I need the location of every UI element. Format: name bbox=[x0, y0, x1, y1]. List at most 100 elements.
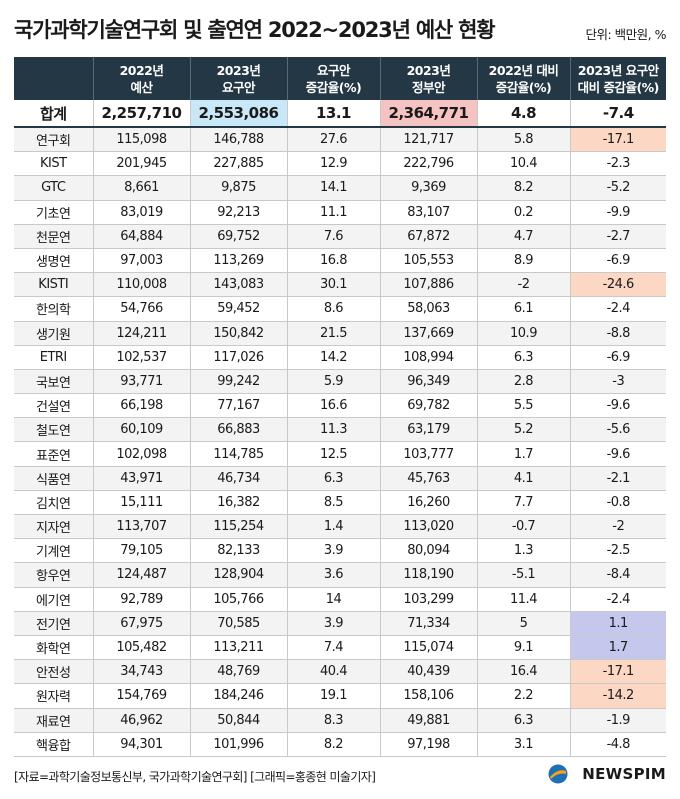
table-cell: 113,211 bbox=[190, 635, 288, 661]
table-cell: 10.9 bbox=[477, 321, 571, 346]
table-cell: 3.9 bbox=[287, 611, 381, 636]
table-row: 생명연 97,003 113,269 16.8 105,553 8.9 -6.9 bbox=[14, 248, 666, 274]
table-cell: 63,179 bbox=[380, 417, 478, 443]
table-cell: 94,301 bbox=[93, 732, 191, 757]
table-cell: 150,842 bbox=[190, 321, 288, 346]
table-cell: 14.2 bbox=[287, 345, 381, 370]
table-cell: 1.4 bbox=[287, 514, 381, 540]
newspim-logo: NEWSPIM bbox=[582, 765, 666, 783]
table-cell: 113,020 bbox=[380, 514, 478, 540]
table-cell: 69,752 bbox=[190, 224, 288, 249]
institute-name: KISTI bbox=[14, 272, 94, 298]
table-cell: 102,537 bbox=[93, 345, 191, 370]
budget-table: 2022년 예산 2023년 요구안 요구안 증감율(%) 2023년 정부안 2022년 대비… bbox=[14, 57, 666, 757]
table-cell: -17.1 bbox=[570, 127, 666, 153]
table-cell: 6.3 bbox=[477, 345, 571, 370]
table-cell: -14.2 bbox=[570, 683, 666, 709]
institute-name: GTC bbox=[14, 175, 94, 201]
table-cell: 9.1 bbox=[477, 635, 571, 661]
table-row: 재료연 46,962 50,844 8.3 49,881 6.3 -1.9 bbox=[14, 708, 666, 733]
table-cell: 8.6 bbox=[287, 296, 381, 322]
table-row: 화학연 105,482 113,211 7.4 115,074 9.1 1.7 bbox=[14, 635, 666, 661]
column-header-6: 2023년 요구안 대비 증감율(%) bbox=[570, 57, 666, 100]
table-cell: 102,098 bbox=[93, 441, 191, 467]
table-row: 철도연 60,109 66,883 11.3 63,179 5.2 -5.6 bbox=[14, 417, 666, 443]
table-cell: 46,734 bbox=[190, 466, 288, 491]
table-row: 연구회 115,098 146,788 27.6 121,717 5.8 -17.1 bbox=[14, 127, 666, 153]
table-row: 에기연 92,789 105,766 14 103,299 11.4 -2.4 bbox=[14, 587, 666, 612]
table-cell: 83,019 bbox=[93, 200, 191, 225]
table-cell: -2.7 bbox=[570, 224, 666, 249]
table-row: 천문연 64,884 69,752 7.6 67,872 4.7 -2.7 bbox=[14, 224, 666, 249]
column-header-line1: 2022년 대비 bbox=[488, 62, 559, 78]
table-cell: 11.3 bbox=[287, 417, 381, 443]
table-cell: -2 bbox=[477, 272, 571, 298]
table-cell: 16.8 bbox=[287, 248, 381, 274]
table-cell: 128,904 bbox=[190, 562, 288, 588]
table-cell: 7.6 bbox=[287, 224, 381, 249]
institute-name: ETRI bbox=[14, 345, 94, 370]
table-cell: 113,269 bbox=[190, 248, 288, 274]
total-cell: 2,553,086 bbox=[190, 100, 288, 128]
table-row: 한의학 54,766 59,452 8.6 58,063 6.1 -2.4 bbox=[14, 296, 666, 322]
table-cell: 6.3 bbox=[287, 466, 381, 491]
table-row: ETRI 102,537 117,026 14.2 108,994 6.3 -6.9 bbox=[14, 345, 666, 370]
table-cell: 96,349 bbox=[380, 369, 478, 395]
table-cell: 101,996 bbox=[190, 732, 288, 757]
table-cell: 5.8 bbox=[477, 127, 571, 153]
total-row: 합계 2,257,710 2,553,086 13.1 2,364,771 4.8 -7.4 bbox=[14, 100, 666, 128]
table-cell: 27.6 bbox=[287, 127, 381, 153]
institute-name: 천문연 bbox=[14, 224, 94, 249]
table-cell: 6.1 bbox=[477, 296, 571, 322]
table-cell: 124,487 bbox=[93, 562, 191, 588]
table-cell: 71,334 bbox=[380, 611, 478, 636]
table-row: 김치연 15,111 16,382 8.5 16,260 7.7 -0.8 bbox=[14, 490, 666, 516]
table-cell: -3 bbox=[570, 369, 666, 395]
table-cell: 70,585 bbox=[190, 611, 288, 636]
table-cell: 66,883 bbox=[190, 417, 288, 443]
column-header-line1: 요구안 bbox=[316, 62, 351, 78]
institute-name: 재료연 bbox=[14, 708, 94, 733]
table-cell: 79,105 bbox=[93, 538, 191, 564]
table-cell: -2.4 bbox=[570, 587, 666, 612]
table-cell: 115,098 bbox=[93, 127, 191, 153]
column-header-line2: 정부안 bbox=[411, 79, 446, 95]
table-cell: -24.6 bbox=[570, 272, 666, 298]
table-cell: 69,782 bbox=[380, 393, 478, 419]
table-cell: 137,669 bbox=[380, 321, 478, 346]
table-cell: 46,962 bbox=[93, 708, 191, 733]
table-cell: 21.5 bbox=[287, 321, 381, 346]
table-row: KISTI 110,008 143,083 30.1 107,886 -2 -24.6 bbox=[14, 272, 666, 298]
column-header-line2: 요구안 bbox=[221, 79, 256, 95]
source-credit: [자료=과학기술정보통신부, 국가과학기술연구회] [그래픽=홍종현 미술기자] bbox=[14, 770, 376, 784]
table-row: KIST 201,945 227,885 12.9 222,796 10.4 -2.3 bbox=[14, 151, 666, 177]
table-cell: -0.7 bbox=[477, 514, 571, 540]
table-cell: 110,008 bbox=[93, 272, 191, 298]
table-cell: 66,198 bbox=[93, 393, 191, 419]
table-cell: 49,881 bbox=[380, 708, 478, 733]
table-cell: -17.1 bbox=[570, 659, 666, 685]
table-cell: -2.3 bbox=[570, 151, 666, 177]
table-cell: 4.1 bbox=[477, 466, 571, 491]
table-cell: -0.8 bbox=[570, 490, 666, 516]
table-row: 전기연 67,975 70,585 3.9 71,334 5 1.1 bbox=[14, 611, 666, 636]
table-cell: 2.2 bbox=[477, 683, 571, 709]
table-cell: -9.6 bbox=[570, 393, 666, 419]
institute-name: 한의학 bbox=[14, 296, 94, 322]
table-row: GTC 8,661 9,875 14.1 9,369 8.2 -5.2 bbox=[14, 175, 666, 201]
chart-title: 국가과학기술연구회 및 출연연 2022~2023년 예산 현황 bbox=[14, 18, 496, 42]
table-cell: 14.1 bbox=[287, 175, 381, 201]
table-cell: 99,242 bbox=[190, 369, 288, 395]
institute-name: 기계연 bbox=[14, 538, 94, 564]
table-cell: 158,106 bbox=[380, 683, 478, 709]
table-cell: -4.8 bbox=[570, 732, 666, 757]
title-row: 국가과학기술연구회 및 출연연 2022~2023년 예산 현황 단위: 백만원… bbox=[14, 10, 666, 56]
table-cell: 11.1 bbox=[287, 200, 381, 225]
table-cell: 9,369 bbox=[380, 175, 478, 201]
table-row: 식품연 43,971 46,734 6.3 45,763 4.1 -2.1 bbox=[14, 466, 666, 491]
table-cell: -9.6 bbox=[570, 441, 666, 467]
table-cell: 40,439 bbox=[380, 659, 478, 685]
column-header-line1: 2022년 bbox=[119, 62, 164, 78]
table-cell: 14 bbox=[287, 587, 381, 612]
total-cell: 4.8 bbox=[477, 100, 571, 128]
